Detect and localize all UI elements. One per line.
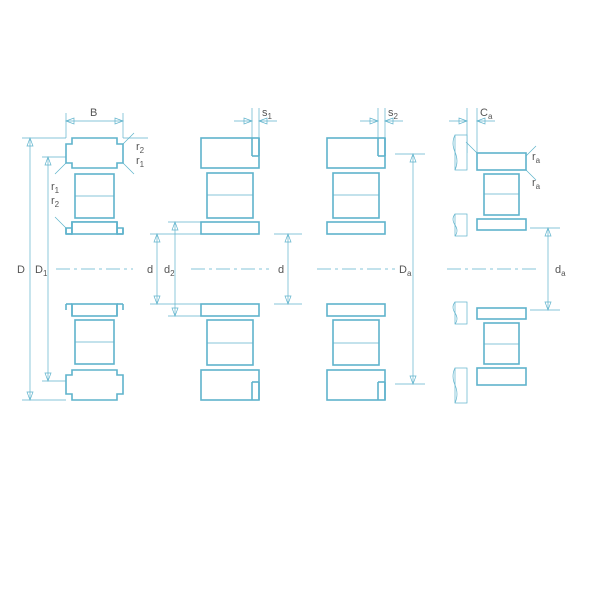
svg-text:Da: Da [399,264,412,278]
view-1: D D1 B r2 r1 r1 r2 [17,107,148,400]
svg-text:da: da [555,264,566,278]
svg-text:d2: d2 [164,264,175,278]
svg-text:r2: r2 [136,141,145,155]
view-4: Ca ra ra da [447,107,566,403]
svg-text:ra: ra [532,177,541,191]
svg-text:d: d [278,264,284,276]
svg-text:r1: r1 [136,155,145,169]
svg-text:r1: r1 [51,181,60,195]
svg-text:s2: s2 [388,107,399,121]
view-2: d d2 s1 d [147,107,302,400]
svg-text:s1: s1 [262,107,273,121]
view-3: s2 Da [317,107,425,400]
svg-text:ra: ra [532,151,541,165]
label-d: d [147,264,153,276]
svg-text:r2: r2 [51,195,60,209]
label-B: B [90,107,97,119]
svg-text:D1: D1 [35,264,48,278]
label-D: D [17,264,25,276]
label-D1: D [35,264,43,276]
bearing-diagram: D D1 B r2 r1 r1 r2 [0,0,600,600]
svg-text:Ca: Ca [480,107,493,121]
